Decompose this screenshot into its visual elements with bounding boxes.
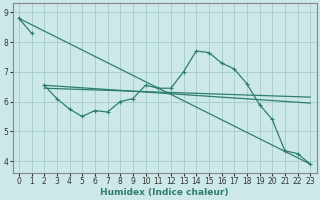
X-axis label: Humidex (Indice chaleur): Humidex (Indice chaleur) [100,188,229,197]
